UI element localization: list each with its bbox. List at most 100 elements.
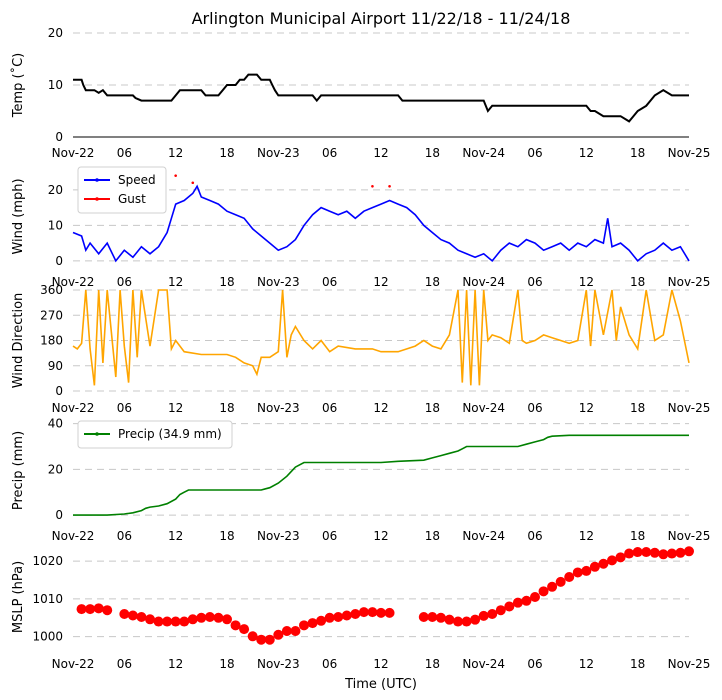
data-point (153, 616, 164, 627)
x-tick-label: Nov-23 (257, 529, 300, 543)
x-tick-label: 18 (630, 657, 645, 671)
data-point (76, 604, 87, 615)
x-tick-label: Nov-25 (668, 275, 711, 289)
x-tick-label: 12 (579, 657, 594, 671)
data-point (444, 614, 455, 625)
x-tick-label: 06 (322, 401, 337, 415)
data-point (170, 616, 181, 627)
data-point (521, 595, 532, 606)
series-line (73, 73, 689, 123)
data-point (290, 626, 301, 636)
x-tick-label: 06 (117, 401, 132, 415)
data-point (418, 612, 429, 623)
data-point (230, 620, 241, 631)
data-point (487, 609, 498, 619)
x-tick-label: 18 (630, 146, 645, 160)
data-point (174, 174, 177, 177)
data-point (239, 624, 250, 635)
y-tick-label: 20 (48, 183, 63, 197)
data-point (504, 601, 515, 612)
x-tick-label: 06 (322, 529, 337, 543)
x-tick-label: 12 (168, 529, 183, 543)
x-tick-label: 12 (373, 401, 388, 415)
x-tick-label: 18 (219, 657, 234, 671)
x-tick-label: Nov-23 (257, 657, 300, 671)
x-tick-label: Nov-25 (668, 529, 711, 543)
data-point (85, 604, 96, 615)
y-axis-label: Wind (mph) (11, 178, 26, 254)
x-tick-label: 06 (527, 657, 542, 671)
data-point (162, 616, 173, 627)
legend (77, 166, 167, 214)
y-tick-label: 1000 (32, 630, 63, 644)
x-tick-label: 18 (630, 401, 645, 415)
data-point (371, 185, 374, 188)
x-tick-label: Nov-22 (52, 401, 95, 415)
x-tick-label: 12 (579, 401, 594, 415)
data-point (93, 603, 104, 614)
data-point (316, 615, 327, 626)
x-tick-label: Nov-25 (668, 146, 711, 160)
y-axis-label: Temp (˚C) (10, 53, 26, 119)
x-tick-label: Nov-22 (52, 146, 95, 160)
x-tick-label: 18 (219, 275, 234, 289)
data-point (281, 626, 292, 636)
y-axis-label: MSLP (hPa) (11, 561, 26, 633)
x-tick-label: 12 (373, 275, 388, 289)
data-point (512, 597, 523, 608)
y-axis-label: Wind Direction (11, 293, 26, 389)
data-point (341, 610, 352, 621)
data-point (581, 565, 592, 576)
x-tick-label: 06 (527, 146, 542, 160)
data-point (333, 612, 344, 623)
data-point (376, 607, 386, 618)
data-point (675, 547, 686, 558)
x-tick-label: 18 (425, 146, 440, 160)
panel-wind-direction: 0 90 180 270 360 Nov-22 06 12 18 Nov-23 06 12 18 Nov-… (11, 283, 710, 415)
legend-label: Speed (118, 173, 156, 187)
x-tick-label: 12 (168, 401, 183, 415)
data-point (324, 612, 335, 623)
y-tick-label: 0 (55, 384, 63, 398)
data-point (589, 561, 600, 572)
x-tick-label: Nov-22 (52, 657, 95, 671)
x-tick-label: 12 (579, 146, 594, 160)
x-tick-label: 06 (527, 529, 542, 543)
data-point (264, 634, 275, 645)
data-point (196, 612, 207, 623)
data-point (187, 614, 198, 625)
data-point (684, 546, 694, 557)
panel-temperature: 0 10 20 Nov-22 06 12 18 Nov-23 06 12 18 Nov-24 06 12 1… (10, 26, 710, 160)
data-point (307, 618, 318, 629)
y-tick-label: 20 (48, 462, 63, 476)
x-tick-label: Nov-25 (668, 657, 711, 671)
data-point (179, 616, 190, 627)
data-point (453, 616, 463, 627)
x-tick-label: 12 (579, 529, 594, 543)
data-point (358, 607, 369, 618)
data-point (658, 549, 669, 560)
x-tick-label: 12 (168, 275, 183, 289)
data-point (666, 548, 677, 559)
y-tick-label: 0 (55, 508, 63, 522)
data-point (598, 558, 609, 569)
y-tick-label: 1020 (32, 554, 63, 568)
x-tick-label: 12 (373, 529, 388, 543)
y-tick-label: 270 (40, 308, 63, 322)
data-point (191, 181, 195, 185)
data-point (564, 571, 575, 582)
x-tick-label: Nov-24 (462, 275, 505, 289)
x-tick-label: 06 (322, 146, 337, 160)
data-point (299, 620, 309, 631)
legend-marker (95, 432, 99, 436)
data-point (538, 586, 549, 597)
y-tick-label: 360 (40, 283, 63, 297)
x-tick-label: Nov-23 (257, 401, 300, 415)
x-tick-label: 06 (117, 275, 132, 289)
y-axis-label: Precip (mm) (11, 431, 26, 510)
x-tick-label: Nov-23 (257, 146, 300, 160)
x-tick-label: Nov-24 (462, 146, 505, 160)
y-tick-label: 20 (48, 26, 63, 40)
data-point (350, 609, 361, 619)
x-tick-label: 18 (425, 657, 440, 671)
